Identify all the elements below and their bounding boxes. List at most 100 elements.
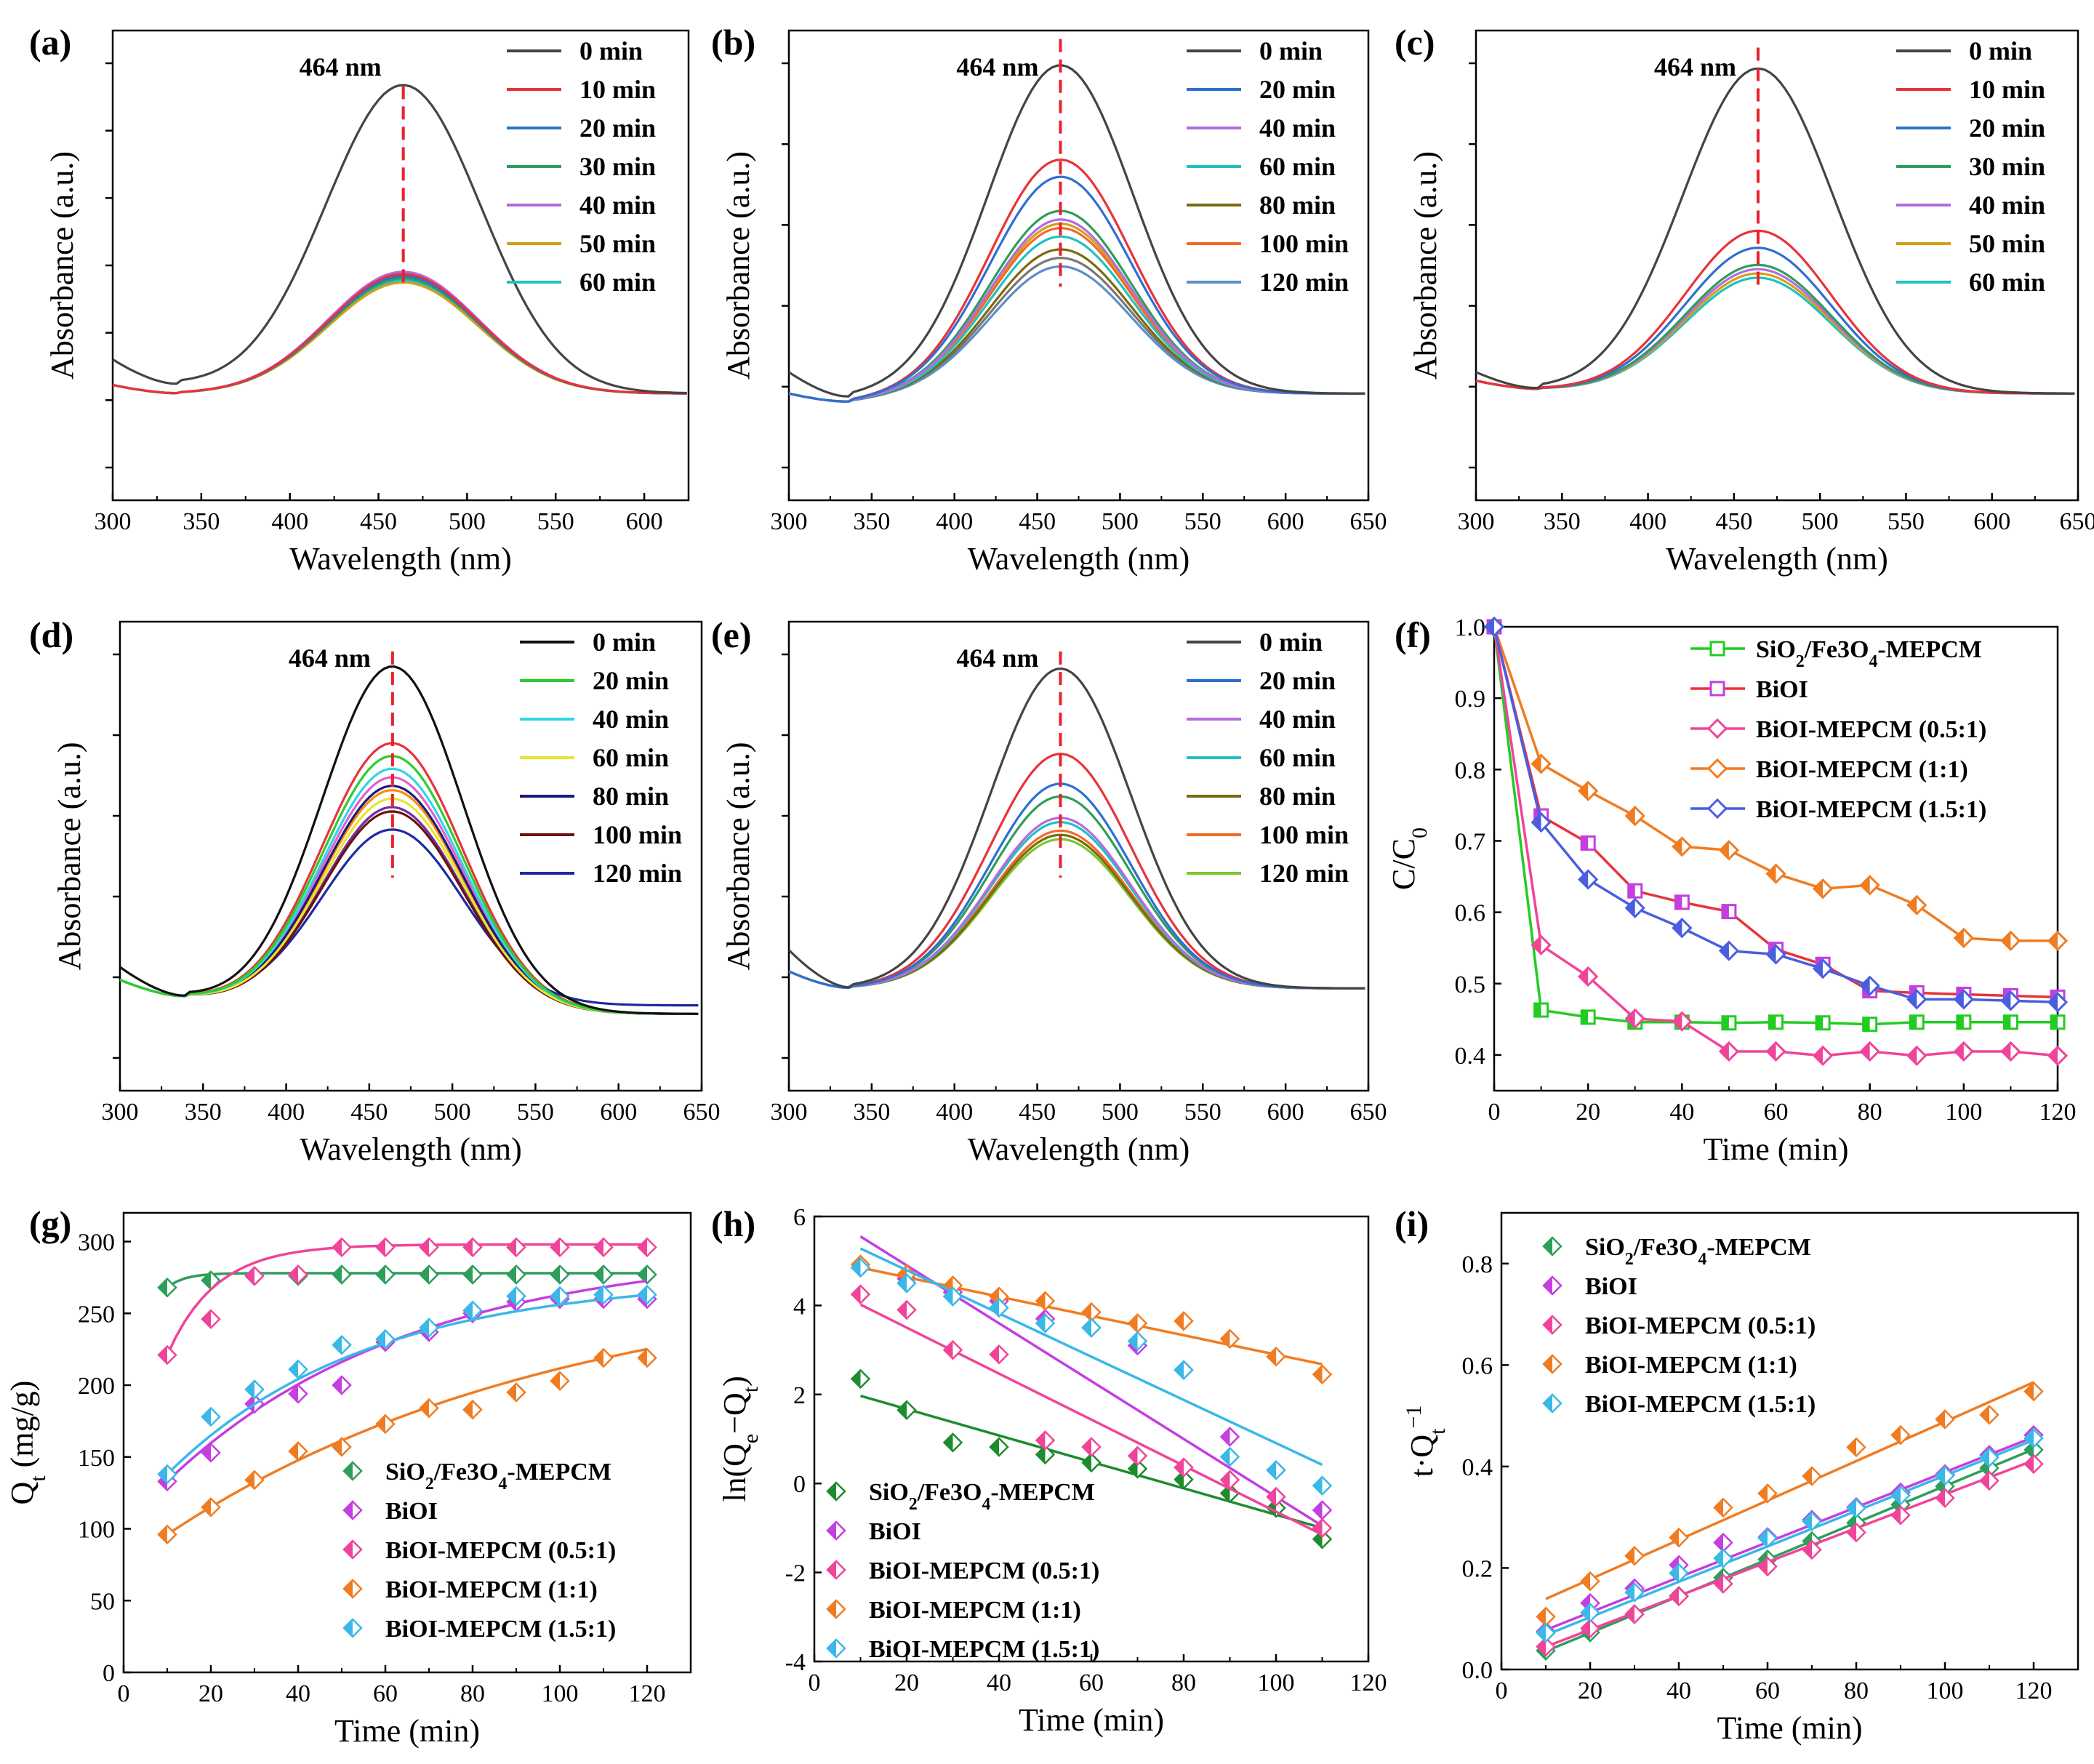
data-point-fill — [1036, 1431, 1046, 1449]
data-point-fill — [1532, 813, 1541, 831]
legend-marker — [1709, 681, 1725, 697]
data-point-fill — [1581, 1572, 1590, 1590]
y-axis-title: ln(Qe−Qt) — [717, 1376, 763, 1502]
legend-label: 20 min — [579, 113, 656, 143]
legend-marker-fill — [344, 1541, 353, 1558]
peak-annotation: 464 nm — [289, 644, 371, 673]
legend-label: BiOI-MEPCM (1.5:1) — [385, 1616, 616, 1643]
x-tick-label: 400 — [268, 1099, 305, 1126]
data-point-fill — [1892, 1486, 1901, 1504]
data-point-fill — [1714, 1534, 1723, 1552]
legend-label: 40 min — [579, 191, 656, 220]
data-point-fill — [420, 1265, 429, 1283]
legend-label: SiO2/Fe3O4-MEPCM — [1756, 636, 1982, 671]
data-point-fill — [377, 1265, 385, 1283]
x-tick-label: 300 — [771, 508, 808, 535]
x-tick-label: 60 — [1755, 1677, 1780, 1704]
data-point-fill — [1083, 1319, 1091, 1336]
legend-label: 60 min — [579, 268, 656, 297]
legend-label: 80 min — [593, 782, 669, 811]
series-line — [1493, 626, 2058, 942]
y-tick-label: 0.9 — [1455, 686, 1486, 713]
legend-label: BiOI-MEPCM (0.5:1) — [1585, 1312, 1816, 1339]
y-tick-label: 0.4 — [1462, 1454, 1493, 1481]
legend-label: BiOI — [1756, 676, 1808, 703]
legend-label: 60 min — [1259, 152, 1336, 181]
data-point-fill — [638, 1286, 647, 1304]
data-point-fill — [1714, 1549, 1723, 1568]
legend-label: BiOI — [1585, 1273, 1637, 1300]
data-point-fill — [1767, 945, 1776, 963]
legend-label: 20 min — [1259, 75, 1336, 104]
data-point-fill — [1954, 1043, 1964, 1061]
data-point-fill — [1954, 929, 1964, 947]
data-point-fill — [333, 1265, 342, 1283]
data-point-fill — [898, 1401, 907, 1419]
data-point-fill — [289, 1384, 298, 1403]
data-point-fill — [202, 1498, 211, 1516]
spectrum-line — [112, 84, 687, 395]
data-point-fill — [1720, 942, 1729, 960]
fit-line — [166, 1279, 648, 1483]
data-point-fill — [898, 1301, 907, 1319]
x-tick-label: 100 — [1945, 1099, 1982, 1126]
data-point-fill — [202, 1271, 211, 1289]
data-point-fill — [1485, 618, 1494, 636]
data-point-fill — [1581, 1603, 1590, 1621]
panel-label: (c) — [1395, 22, 1435, 63]
data-point-fill — [990, 1299, 999, 1317]
legend-marker-fill — [1544, 1277, 1552, 1294]
panel-label: (f) — [1395, 614, 1431, 655]
data-point-fill — [944, 1433, 953, 1451]
panel-label: (i) — [1395, 1203, 1429, 1244]
plot-frame — [122, 1211, 692, 1674]
data-point-fill — [1954, 990, 1964, 1009]
spectrum-line — [787, 667, 1365, 990]
y-axis-title: Absorbance (a.u.) — [721, 742, 756, 971]
data-point-fill — [333, 1438, 342, 1456]
y-tick-label: 0.8 — [1455, 757, 1486, 784]
x-tick-label: 40 — [1666, 1677, 1691, 1704]
legend-marker — [1709, 641, 1725, 657]
data-point-fill — [851, 1370, 861, 1388]
legend-label: 100 min — [593, 820, 682, 849]
fit-line — [859, 1247, 1323, 1467]
data-point-fill — [289, 1360, 298, 1379]
y-tick-label: 4 — [793, 1293, 806, 1320]
data-point-fill — [1848, 1523, 1856, 1542]
data-point-fill — [2025, 1382, 2034, 1400]
panel-label: (g) — [29, 1203, 71, 1244]
data-point-fill — [1714, 1575, 1723, 1593]
legend-label: SiO2/Fe3O4-MEPCM — [385, 1459, 611, 1494]
data-point-fill — [1670, 1528, 1679, 1547]
data-point-fill — [2049, 1046, 2058, 1065]
legend-marker-fill — [344, 1502, 353, 1519]
data-point-fill — [1803, 1512, 1812, 1531]
data-point-fill — [1910, 1015, 1917, 1029]
data-point-fill — [1814, 1046, 1824, 1065]
y-axis-title: Absorbance (a.u.) — [1408, 151, 1443, 380]
x-tick-label: 500 — [1802, 508, 1839, 535]
data-point-fill — [1670, 1564, 1679, 1582]
y-tick-label: 0 — [103, 1660, 115, 1687]
y-tick-label: 100 — [78, 1517, 115, 1544]
data-point-fill — [1957, 1015, 1964, 1029]
x-tick-label: 400 — [936, 1099, 973, 1126]
x-tick-label: 400 — [1629, 508, 1666, 535]
y-tick-label: 0.0 — [1462, 1657, 1493, 1684]
plot-frame — [1500, 1211, 2079, 1671]
data-point-fill — [2002, 992, 2011, 1010]
legend-label: 40 min — [593, 705, 669, 734]
y-tick-label: 0 — [793, 1471, 806, 1498]
data-point-fill — [1714, 1499, 1723, 1517]
x-tick-label: 100 — [1927, 1677, 1964, 1704]
x-tick-label: 0 — [118, 1680, 130, 1707]
data-point-fill — [1936, 1489, 1945, 1507]
x-tick-label: 550 — [537, 508, 574, 535]
data-point-fill — [1769, 1015, 1776, 1029]
data-point-fill — [1267, 1461, 1276, 1479]
legend-label: BiOI-MEPCM (0.5:1) — [869, 1557, 1099, 1584]
data-point-fill — [638, 1349, 647, 1367]
x-tick-label: 450 — [360, 508, 397, 535]
